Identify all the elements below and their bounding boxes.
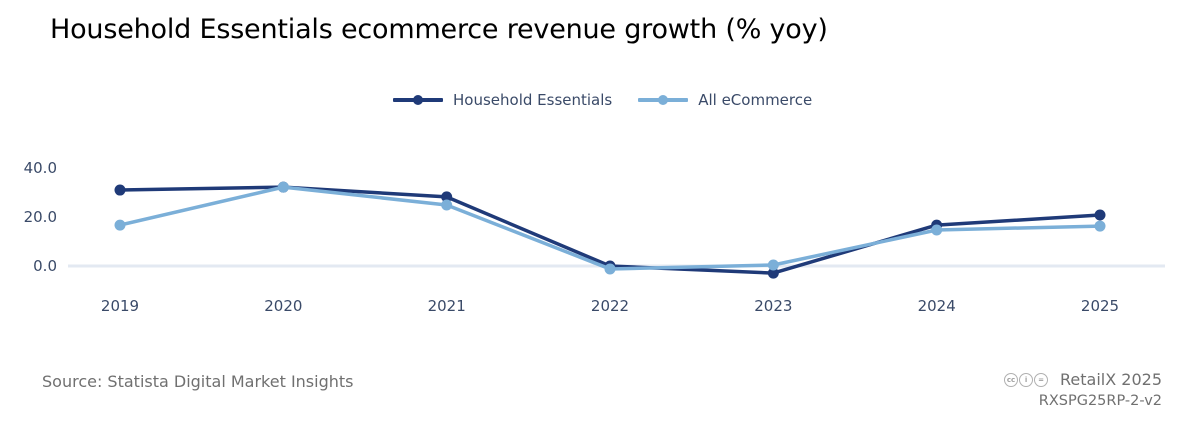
y-tick-label: 0.0 (33, 257, 57, 275)
data-point[interactable] (114, 184, 126, 196)
x-tick-label: 2021 (428, 297, 466, 315)
nd-icon: = (1034, 372, 1049, 387)
data-point[interactable] (1094, 209, 1106, 221)
series-line (119, 185, 1101, 271)
series-layer (114, 181, 1106, 279)
data-point[interactable] (441, 199, 453, 211)
x-tick-label: 2022 (591, 297, 629, 315)
legend-swatch-all-ecommerce (638, 94, 689, 106)
x-tick-label: 2020 (264, 297, 302, 315)
cc-icon: cc (1004, 372, 1019, 387)
x-axis: 2019 2020 2021 2022 2023 2024 2025 (101, 297, 1119, 315)
license-icons: cc i = (1003, 372, 1049, 387)
legend-label: Household Essentials (453, 91, 613, 109)
x-tick-label: 2024 (918, 297, 956, 315)
chart-code: RXSPG25RP-2-v2 (1038, 393, 1162, 409)
legend-item-all-ecommerce[interactable]: All eCommerce (638, 91, 812, 109)
brand-label: RetailX 2025 (1060, 370, 1162, 389)
chart-legend: Household Essentials All eCommerce (393, 91, 838, 109)
y-tick-label: 20.0 (24, 208, 57, 226)
x-tick-label: 2019 (101, 297, 139, 315)
data-point[interactable] (1094, 220, 1106, 232)
x-tick-label: 2025 (1081, 297, 1119, 315)
data-point[interactable] (114, 219, 126, 231)
legend-swatch-household-essentials (393, 94, 443, 106)
y-tick-label: 40.0 (24, 159, 57, 177)
series-all-ecommerce (114, 181, 1106, 275)
source-note: Source: Statista Digital Market Insights (42, 372, 354, 391)
x-tick-label: 2023 (754, 297, 792, 315)
by-icon: i (1019, 372, 1034, 387)
credit-block: cc i = RetailX 2025 RXSPG25RP-2-v2 (1003, 370, 1162, 409)
data-point[interactable] (441, 191, 453, 203)
data-point[interactable] (931, 224, 943, 236)
data-point[interactable] (767, 259, 779, 271)
data-point[interactable] (277, 181, 289, 193)
chart-title: Household Essentials ecommerce revenue g… (50, 14, 828, 45)
legend-label: All eCommerce (698, 91, 813, 109)
data-point[interactable] (604, 263, 616, 275)
data-point[interactable] (767, 267, 779, 279)
legend-item-household-essentials[interactable]: Household Essentials (393, 91, 612, 109)
